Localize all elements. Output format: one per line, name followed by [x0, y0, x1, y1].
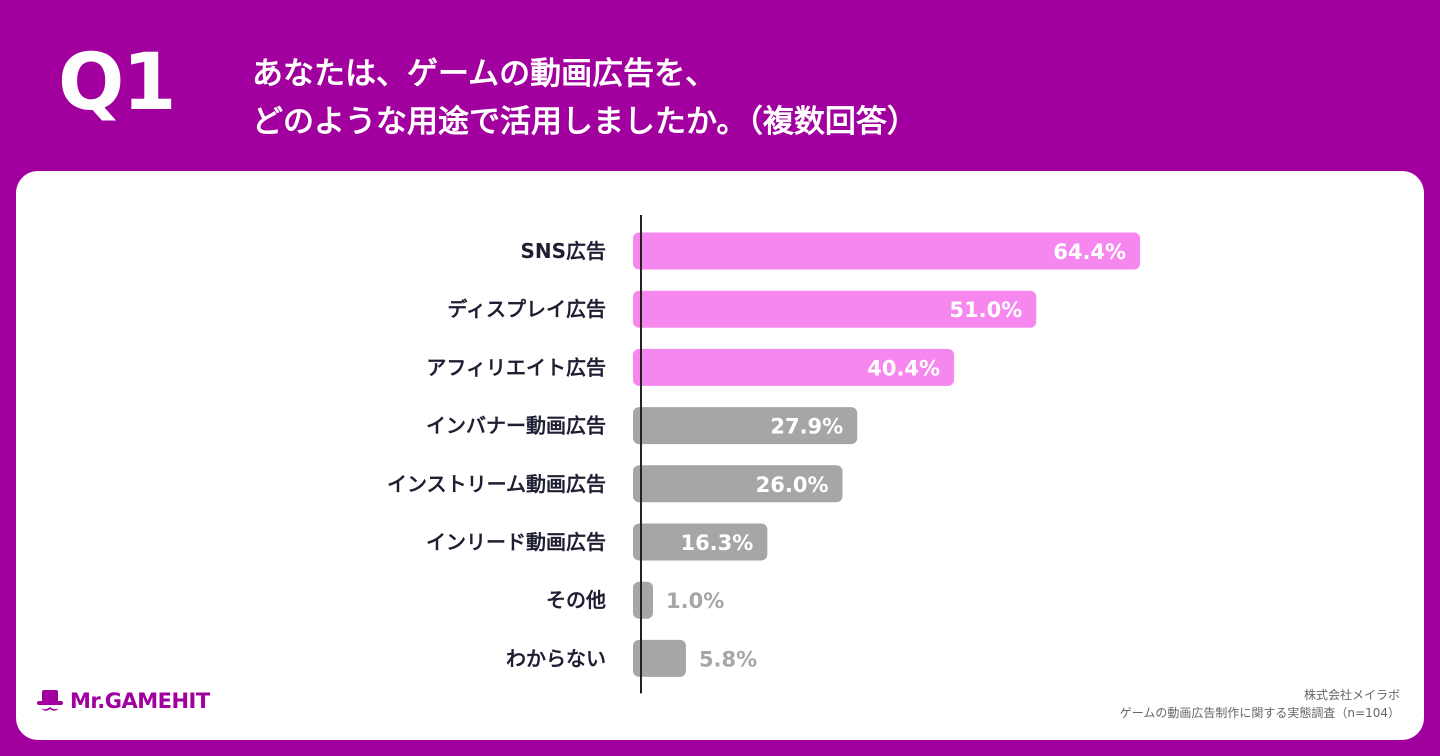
- bar-5: [633, 523, 768, 561]
- bar-6: [633, 581, 653, 619]
- value-label-6: 1.0%: [666, 589, 724, 613]
- source-note: 株式会社メイラボ ゲームの動画広告制作に関する実態調査（n=104）: [1120, 686, 1400, 722]
- value-label-7: 5.8%: [699, 647, 757, 671]
- question-number: Q1: [58, 38, 177, 128]
- value-label-0: 64.4%: [1053, 240, 1126, 264]
- brand-logo: Mr.GAMEHIT: [36, 688, 210, 714]
- category-label-5: インリード動画広告: [426, 530, 606, 554]
- value-label-2: 40.4%: [867, 356, 940, 380]
- question-title: あなたは、ゲームの動画広告を、 どのような用途で活用しましたか。（複数回答）: [252, 50, 918, 146]
- category-label-6: その他: [546, 588, 606, 612]
- bar-4: [633, 465, 843, 503]
- value-label-5: 16.3%: [680, 531, 753, 555]
- category-label-1: ディスプレイ広告: [447, 297, 606, 321]
- value-label-1: 51.0%: [949, 298, 1022, 322]
- question-title-line-2: どのような用途で活用しましたか。（複数回答）: [252, 104, 918, 140]
- category-label-0: SNS広告: [520, 239, 606, 263]
- category-label-2: アフィリエイト広告: [426, 355, 606, 379]
- value-label-4: 26.0%: [756, 473, 829, 497]
- brand-name: Mr.GAMEHIT: [70, 689, 210, 713]
- category-label-3: インバナー動画広告: [426, 414, 606, 438]
- source-company: 株式会社メイラボ: [1303, 688, 1400, 702]
- source-survey: ゲームの動画広告制作に関する実態調査（n=104）: [1119, 706, 1400, 720]
- bar-1: [633, 290, 1037, 328]
- mascot-hat-icon: [37, 690, 63, 711]
- bar-7: [633, 639, 686, 677]
- bar-0: [633, 232, 1141, 270]
- category-label-4: インストリーム動画広告: [387, 472, 606, 496]
- bar-2: [633, 348, 955, 386]
- question-title-line-1: あなたは、ゲームの動画広告を、: [252, 56, 717, 92]
- bar-3: [633, 407, 858, 445]
- category-label-7: わからない: [506, 646, 606, 670]
- value-label-3: 27.9%: [770, 415, 843, 439]
